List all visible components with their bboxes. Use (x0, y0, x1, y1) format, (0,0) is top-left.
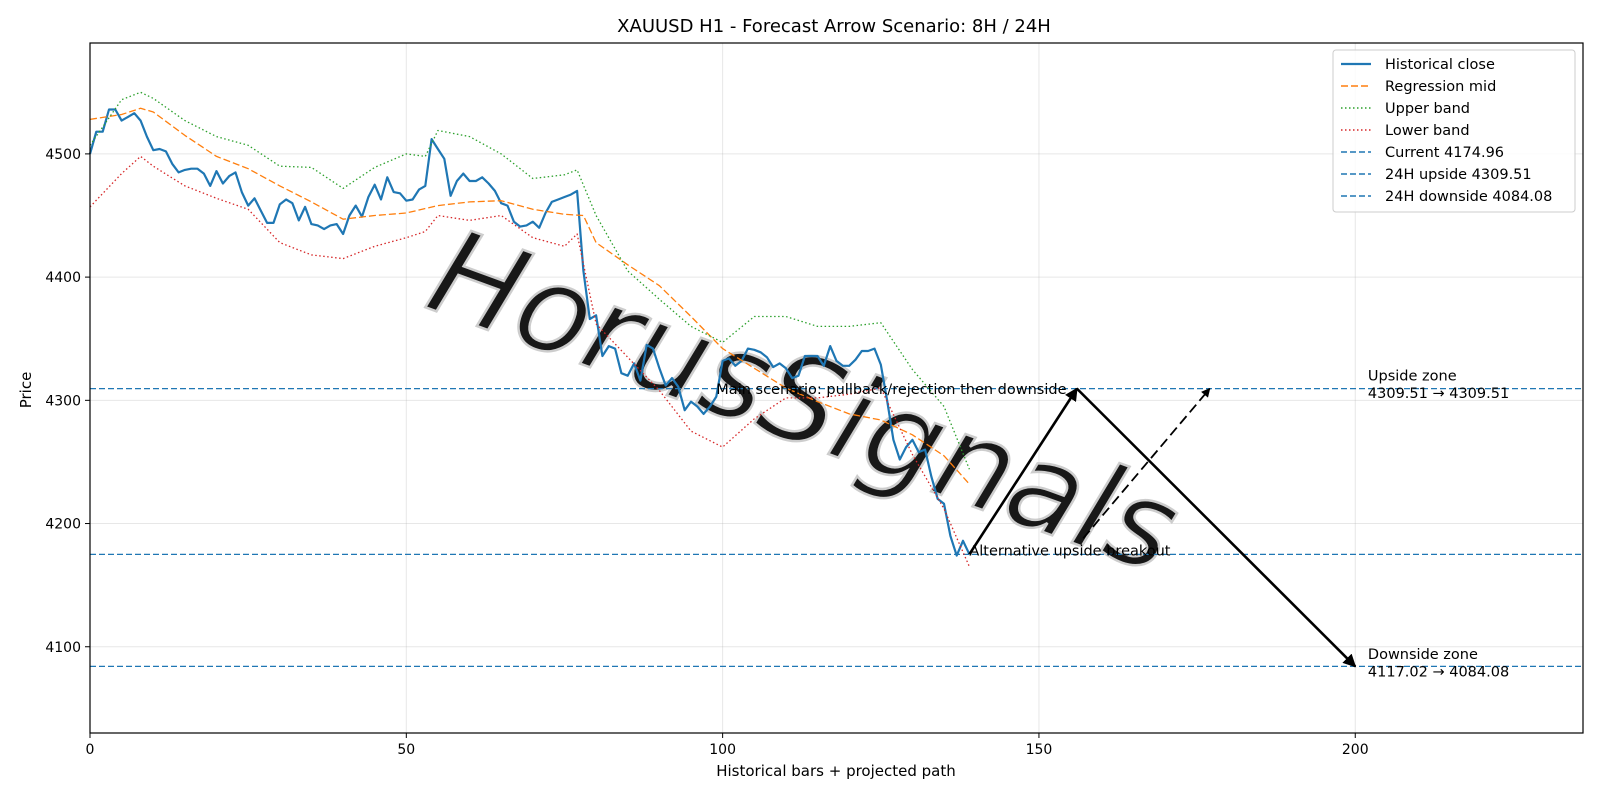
reference-lines (90, 387, 1583, 668)
annotation-label: Alternative upside breakout (969, 544, 1170, 560)
y-tick-label: 4500 (45, 147, 81, 163)
series-line (89, 107, 970, 485)
legend-label: Upper band (1385, 101, 1470, 117)
forecast-arrow (968, 387, 1078, 556)
series-line (89, 155, 970, 567)
forecast-arrow (1082, 387, 1211, 539)
annotation-label: Main scenario: pullback/rejection then d… (716, 382, 1066, 398)
legend-box (1332, 49, 1576, 213)
x-tick-label: 0 (86, 742, 95, 758)
y-axis: 4100 4200 4300 4400 4500 (45, 147, 90, 656)
forecast-arrow (1075, 387, 1357, 668)
legend-label: Regression mid (1385, 79, 1496, 95)
data-series (88, 91, 971, 567)
annotation-label: 4309.51 → 4309.51 (1368, 386, 1509, 402)
y-tick-label: 4400 (45, 270, 81, 286)
watermark: HorusSignals (412, 203, 1195, 601)
x-tick-label: 50 (397, 742, 415, 758)
series-line (89, 91, 971, 470)
y-axis-label: Price (17, 372, 35, 409)
legend-label: Historical close (1385, 57, 1495, 73)
series-line (88, 108, 971, 557)
legend: Historical close Regression mid Upper band… (1332, 49, 1576, 213)
y-tick-label: 4200 (45, 517, 81, 533)
legend-label: 24H upside 4309.51 (1385, 167, 1532, 183)
x-tick-label: 100 (709, 742, 736, 758)
annotation-label: Downside zone (1368, 647, 1478, 663)
legend-label: Lower band (1385, 123, 1470, 139)
y-tick-label: 4300 (45, 393, 81, 409)
plot-frame (89, 42, 1584, 734)
annotation-label: 4117.02 → 4084.08 (1368, 664, 1509, 680)
legend-label: Current 4174.96 (1385, 145, 1504, 161)
annotations: Main scenario: pullback/rejection then d… (716, 369, 1509, 681)
forecast-arrows (968, 387, 1357, 668)
chart-title: XAUUSD H1 - Forecast Arrow Scenario: 8H … (617, 16, 1051, 37)
x-axis-label: Historical bars + projected path (716, 762, 956, 780)
x-tick-label: 200 (1342, 742, 1369, 758)
legend-label: 24H downside 4084.08 (1385, 189, 1552, 205)
x-axis: 0 50 100 150 200 (86, 733, 1369, 758)
annotation-label: Upside zone (1368, 369, 1457, 385)
y-tick-label: 4100 (45, 640, 81, 656)
x-tick-label: 150 (1026, 742, 1053, 758)
